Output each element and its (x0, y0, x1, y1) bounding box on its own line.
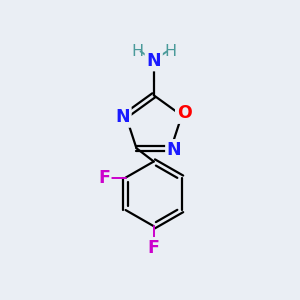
Text: H: H (131, 44, 143, 59)
Text: H: H (164, 44, 176, 59)
Text: F: F (148, 239, 160, 257)
Text: F: F (98, 169, 110, 187)
Text: N: N (167, 141, 182, 159)
Text: N: N (115, 108, 130, 126)
Text: N: N (146, 52, 161, 70)
Text: O: O (177, 104, 191, 122)
